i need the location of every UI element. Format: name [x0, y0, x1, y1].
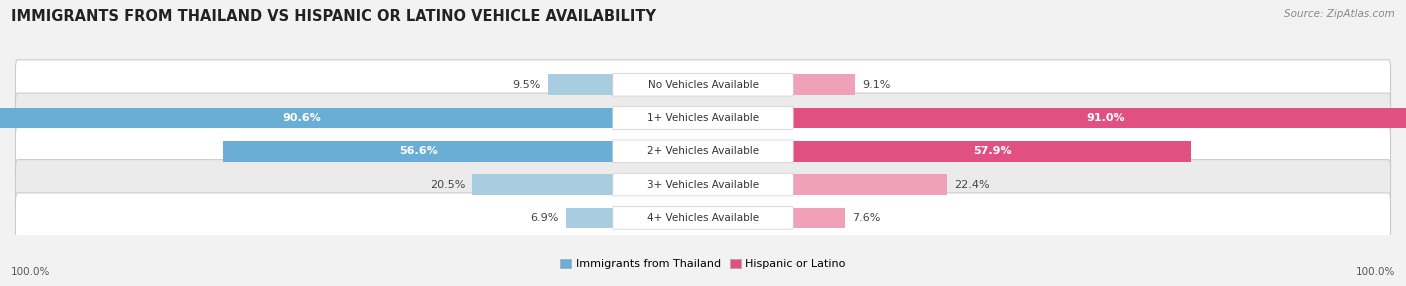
Text: 4+ Vehicles Available: 4+ Vehicles Available: [647, 213, 759, 223]
FancyBboxPatch shape: [15, 60, 1391, 110]
Bar: [565, 208, 613, 228]
Bar: [472, 174, 613, 195]
Bar: [793, 141, 1191, 162]
Text: Source: ZipAtlas.com: Source: ZipAtlas.com: [1284, 9, 1395, 19]
Bar: [224, 141, 613, 162]
Bar: [793, 174, 946, 195]
Text: 1+ Vehicles Available: 1+ Vehicles Available: [647, 113, 759, 123]
Text: 100.0%: 100.0%: [11, 267, 51, 277]
Text: 2+ Vehicles Available: 2+ Vehicles Available: [647, 146, 759, 156]
FancyBboxPatch shape: [15, 126, 1391, 176]
FancyBboxPatch shape: [15, 193, 1391, 243]
FancyBboxPatch shape: [15, 93, 1391, 143]
Text: 9.5%: 9.5%: [513, 80, 541, 90]
FancyBboxPatch shape: [613, 206, 793, 229]
Text: 9.1%: 9.1%: [862, 80, 890, 90]
FancyBboxPatch shape: [15, 160, 1391, 210]
Bar: [548, 74, 613, 95]
Legend: Immigrants from Thailand, Hispanic or Latino: Immigrants from Thailand, Hispanic or La…: [560, 259, 846, 269]
FancyBboxPatch shape: [613, 140, 793, 163]
Bar: [793, 208, 845, 228]
Text: 7.6%: 7.6%: [852, 213, 880, 223]
Text: 6.9%: 6.9%: [530, 213, 560, 223]
Text: 22.4%: 22.4%: [953, 180, 990, 190]
Text: 91.0%: 91.0%: [1087, 113, 1125, 123]
Text: 3+ Vehicles Available: 3+ Vehicles Available: [647, 180, 759, 190]
Bar: [793, 74, 855, 95]
Text: 90.6%: 90.6%: [283, 113, 321, 123]
Text: 56.6%: 56.6%: [399, 146, 437, 156]
Text: 20.5%: 20.5%: [430, 180, 465, 190]
Bar: [0, 108, 613, 128]
FancyBboxPatch shape: [613, 107, 793, 129]
Text: No Vehicles Available: No Vehicles Available: [648, 80, 758, 90]
FancyBboxPatch shape: [613, 173, 793, 196]
Text: 57.9%: 57.9%: [973, 146, 1011, 156]
Text: IMMIGRANTS FROM THAILAND VS HISPANIC OR LATINO VEHICLE AVAILABILITY: IMMIGRANTS FROM THAILAND VS HISPANIC OR …: [11, 9, 657, 23]
Text: 100.0%: 100.0%: [1355, 267, 1395, 277]
Bar: [793, 108, 1406, 128]
FancyBboxPatch shape: [613, 74, 793, 96]
